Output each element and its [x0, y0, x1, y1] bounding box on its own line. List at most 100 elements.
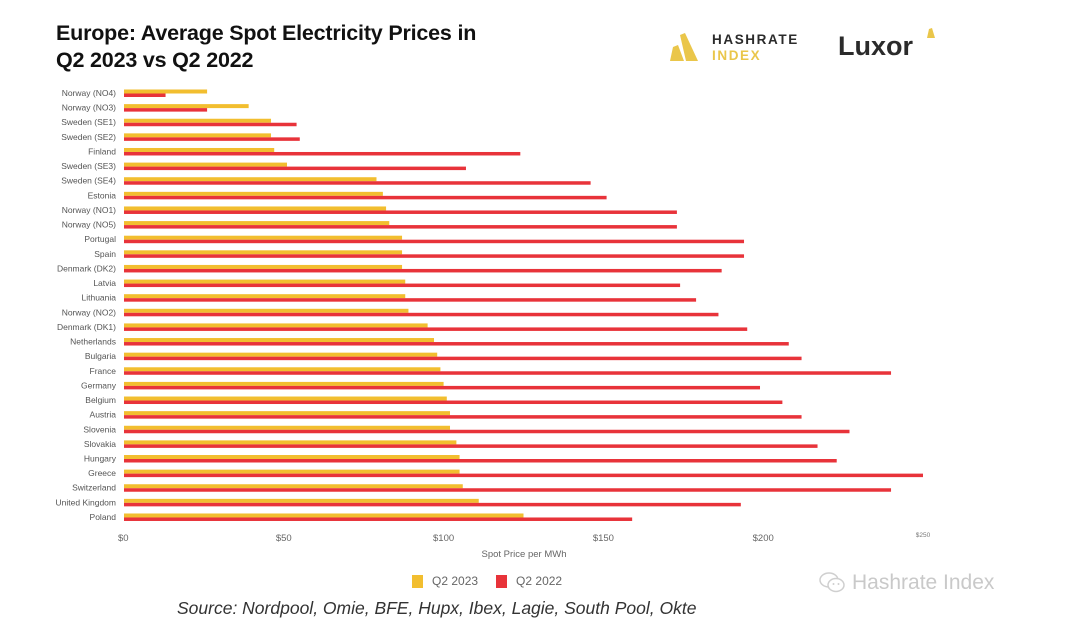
bar-q2-2023 — [124, 133, 272, 138]
x-tick-label: $200 — [753, 533, 774, 544]
x-tick-label: $0 — [118, 533, 129, 544]
bar-q2-2023 — [124, 455, 460, 459]
category-label: France — [90, 366, 117, 376]
hashrate-index-logo: HASHRATE INDEX — [668, 32, 799, 64]
x-tick-label: $50 — [276, 533, 292, 544]
bar-q2-2023 — [124, 498, 479, 503]
category-label: Poland — [90, 512, 117, 522]
category-label: Switzerland — [72, 483, 116, 493]
bar-q2-2022 — [124, 151, 521, 156]
bar-q2-2023 — [124, 513, 524, 518]
category-label: Norway (NO5) — [62, 220, 116, 230]
watermark-text: Hashrate Index — [852, 571, 995, 594]
bar-q2-2022 — [124, 488, 892, 492]
bar-q2-2023 — [124, 279, 406, 284]
category-label: Lithuania — [81, 293, 116, 303]
chart-title-line-1: Europe: Average Spot Electricity Prices … — [56, 21, 477, 45]
bar-q2-2023 — [124, 162, 287, 167]
bar-q2-2023 — [124, 411, 450, 416]
bar-q2-2022 — [124, 181, 591, 185]
category-label: Finland — [88, 146, 116, 156]
bar-q2-2023 — [124, 206, 387, 211]
x-tick-label: $250 — [916, 532, 931, 539]
category-label: Sweden (SE2) — [61, 132, 116, 142]
bar-q2-2022 — [124, 268, 722, 273]
hashrate-logo-text: HASHRATE — [712, 32, 799, 47]
bar-q2-2022 — [124, 473, 923, 478]
watermark: Hashrate Index — [818, 570, 994, 596]
bar-q2-2022 — [124, 166, 466, 171]
category-label: Sweden (SE4) — [61, 176, 116, 186]
x-tick-label: $150 — [593, 533, 614, 544]
category-label: Belgium — [85, 395, 116, 405]
bar-q2-2022 — [124, 429, 850, 434]
category-label: Greece — [88, 468, 116, 478]
bar-q2-2023 — [124, 221, 390, 226]
category-label: United Kingdom — [56, 497, 116, 507]
bar-q2-2022 — [124, 122, 297, 127]
bar-q2-2022 — [124, 210, 677, 214]
category-label: Norway (NO1) — [62, 205, 116, 215]
category-label: Portugal — [84, 234, 116, 244]
legend-swatch-q2-2022 — [496, 574, 508, 588]
bar-q2-2022 — [124, 444, 818, 448]
bar-q2-2022 — [124, 108, 208, 112]
bar-q2-2023 — [124, 147, 275, 152]
bar-q2-2023 — [124, 396, 447, 401]
legend-item-q2-2022[interactable]: Q2 2022 — [496, 574, 562, 588]
bar-q2-2022 — [124, 283, 681, 288]
legend-item-q2-2023[interactable]: Q2 2023 — [412, 574, 478, 588]
bar-q2-2023 — [124, 264, 403, 269]
bar-chart: Norway (NO4) Norway (NO3) Sweden (SE1) Swed… — [56, 88, 931, 560]
bar-q2-2023 — [124, 425, 450, 430]
category-label: Slovakia — [84, 439, 116, 449]
bar-q2-2023 — [124, 352, 438, 357]
bar-q2-2022 — [124, 239, 745, 244]
bar-q2-2022 — [124, 517, 633, 521]
bar-q2-2023 — [124, 484, 463, 489]
chart-title: Europe: Average Spot Electricity Prices … — [56, 20, 476, 74]
wechat-icon — [819, 572, 845, 593]
x-axis-ticks: $0 $50 $100 $150 $200 $250 — [118, 532, 931, 544]
category-label: Slovenia — [83, 424, 116, 434]
bar-q2-2022 — [124, 415, 802, 419]
legend: Q2 2023 Q2 2022 — [412, 574, 580, 588]
chart-title-line-2: Q2 2023 vs Q2 2022 — [56, 48, 254, 72]
bars — [124, 89, 923, 521]
category-label: Denmark (DK2) — [57, 263, 116, 273]
bar-q2-2022 — [124, 312, 719, 317]
bar-q2-2022 — [124, 342, 789, 346]
category-label: Estonia — [88, 190, 117, 200]
bar-q2-2022 — [124, 502, 741, 507]
bar-q2-2023 — [124, 177, 377, 182]
bar-q2-2023 — [124, 338, 435, 343]
hashrate-index-logo-icon — [670, 33, 698, 61]
bar-q2-2022 — [124, 254, 745, 258]
luxor-triangle-icon — [927, 28, 935, 38]
bar-q2-2023 — [124, 89, 208, 94]
bar-q2-2023 — [124, 308, 409, 313]
x-axis-title: Spot Price per MWh — [482, 549, 567, 560]
bar-q2-2023 — [124, 469, 460, 474]
bar-q2-2022 — [124, 356, 802, 361]
category-label: Norway (NO2) — [62, 307, 116, 317]
category-labels: Norway (NO4) Norway (NO3) Sweden (SE1) Swed… — [56, 88, 117, 522]
bar-q2-2022 — [124, 371, 892, 375]
legend-label-q2-2023: Q2 2023 — [432, 574, 479, 588]
legend-label-q2-2022: Q2 2022 — [516, 574, 563, 588]
index-logo-text: INDEX — [712, 48, 762, 63]
category-label: Hungary — [84, 454, 117, 464]
bar-q2-2023 — [124, 367, 441, 372]
category-label: Sweden (SE1) — [61, 117, 116, 127]
category-label: Norway (NO4) — [62, 88, 116, 98]
bar-q2-2022 — [124, 137, 300, 141]
legend-swatch-q2-2023 — [412, 574, 423, 588]
bar-q2-2022 — [124, 459, 837, 463]
bar-q2-2022 — [124, 400, 783, 405]
bar-q2-2023 — [124, 440, 457, 445]
category-label: Germany — [81, 380, 117, 390]
category-label: Sweden (SE3) — [61, 161, 116, 171]
bar-q2-2023 — [124, 323, 428, 328]
bar-q2-2023 — [124, 104, 249, 109]
bar-q2-2023 — [124, 191, 383, 196]
